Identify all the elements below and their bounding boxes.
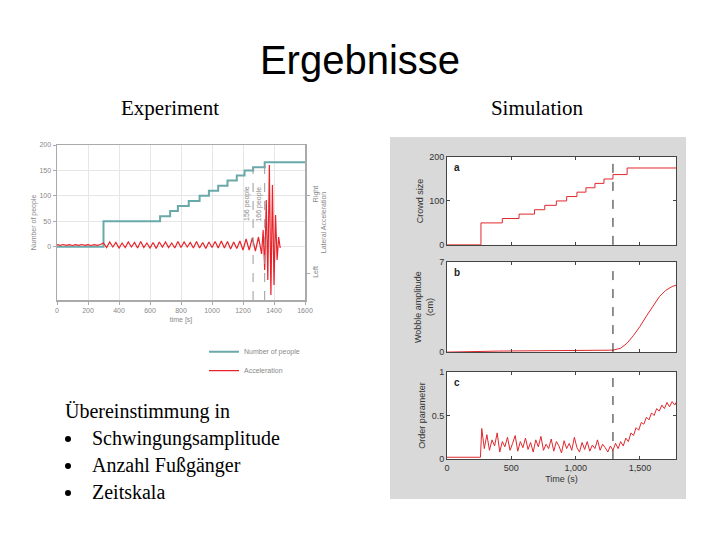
svg-text:1000: 1000 (204, 307, 220, 314)
svg-text:Order parameter: Order parameter (417, 382, 427, 449)
svg-text:0: 0 (444, 463, 449, 473)
svg-text:1400: 1400 (266, 307, 282, 314)
svg-text:100: 100 (39, 192, 51, 199)
html-text:Zeitskala: Zeitskala (92, 481, 166, 503)
html-text:Simulation: Simulation (490, 96, 584, 120)
svg-text:156 people: 156 people (243, 186, 251, 221)
svg-text:0.5: 0.5 (432, 411, 445, 421)
svg-text:Wobble amplitude(cm): Wobble amplitude(cm) (413, 271, 435, 343)
svg-text:1200: 1200 (235, 307, 251, 314)
svg-text:0: 0 (55, 307, 59, 314)
svg-text:0: 0 (439, 347, 444, 357)
svg-text:c: c (454, 377, 460, 388)
svg-text:600: 600 (144, 307, 156, 314)
html-text:Experiment: Experiment (121, 96, 219, 120)
svg-text:Right: Right (312, 186, 320, 202)
svg-text:Left: Left (312, 266, 319, 278)
svg-text:0: 0 (47, 243, 51, 250)
svg-text:1,000: 1,000 (564, 463, 587, 473)
svg-text:400: 400 (113, 307, 125, 314)
svg-text:Crowd size: Crowd size (415, 179, 425, 224)
svg-text:a: a (454, 162, 460, 173)
svg-text:200: 200 (429, 152, 444, 162)
svg-text:Number of people: Number of people (30, 195, 38, 251)
svg-text:Acceleration: Acceleration (244, 367, 283, 374)
svg-text:500: 500 (504, 463, 519, 473)
svg-text:b: b (454, 267, 460, 278)
svg-text:200: 200 (82, 307, 94, 314)
svg-text:100: 100 (429, 196, 444, 206)
svg-text:0: 0 (439, 454, 444, 464)
svg-text:1: 1 (439, 367, 444, 377)
html-text:Schwingungsamplitude: Schwingungsamplitude (92, 427, 280, 449)
svg-text:7: 7 (439, 257, 444, 267)
svg-text:Number of people: Number of people (244, 348, 300, 356)
svg-text:800: 800 (175, 307, 187, 314)
svg-text:1600: 1600 (297, 307, 313, 314)
svg-text:Lateral Acceleration: Lateral Acceleration (320, 192, 327, 254)
svg-text:Time (s): Time (s) (545, 474, 578, 484)
svg-text:1,500: 1,500 (629, 463, 652, 473)
svg-text:50: 50 (43, 218, 51, 225)
svg-text:0: 0 (439, 240, 444, 250)
svg-text:150: 150 (39, 167, 51, 174)
svg-text:166 people: 166 people (255, 187, 263, 222)
html-text:Anzahl Fußgänger: Anzahl Fußgänger (92, 454, 241, 476)
html-text:Übereinstimmung in: Übereinstimmung in (65, 400, 230, 422)
html-text:Ergebnisse: Ergebnisse (259, 38, 461, 82)
svg-text:200: 200 (39, 141, 51, 148)
svg-text:time [s]: time [s] (170, 316, 193, 324)
